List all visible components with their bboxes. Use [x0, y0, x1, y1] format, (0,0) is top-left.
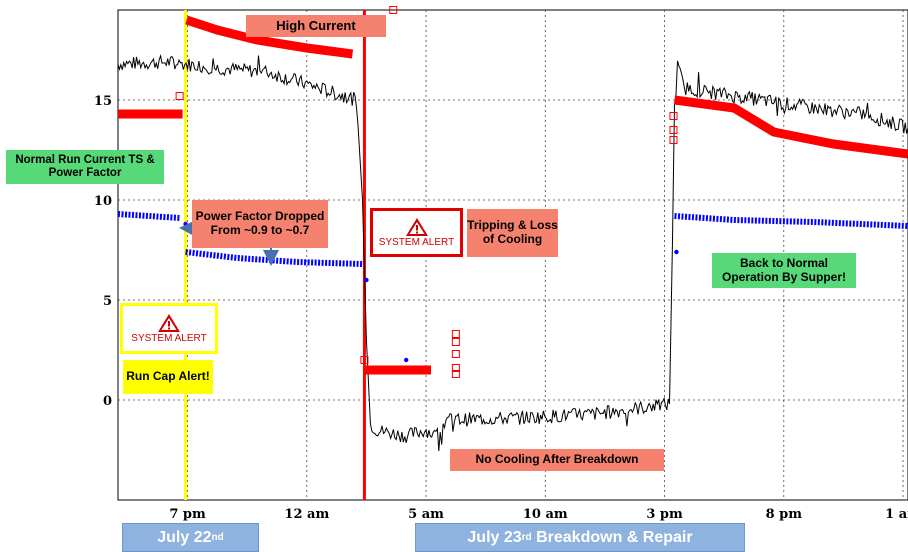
date-banner-july23-rest: Breakdown & Repair — [532, 529, 693, 547]
y-tick-label: 10 — [94, 194, 112, 209]
x-tick-label: 10 am — [523, 507, 568, 522]
series-blue-segment-1 — [186, 252, 363, 264]
normal-run-label: Normal Run Current TS & Power Factor — [6, 150, 164, 184]
open-square-marker — [452, 351, 459, 358]
series-blue-segment-2 — [675, 216, 908, 226]
series-blue-point — [364, 278, 368, 282]
run-cap-alert-label: Run Cap Alert! — [123, 360, 213, 394]
system-alert-box-runcap: SYSTEM ALERT — [120, 303, 218, 354]
open-square-marker — [176, 93, 183, 100]
y-tick-label: 0 — [103, 394, 112, 409]
series-blue-point — [404, 358, 408, 362]
warning-triangle-icon — [405, 217, 429, 237]
system-alert-text: SYSTEM ALERT — [379, 237, 454, 248]
open-square-marker — [670, 113, 677, 120]
x-tick-label: 7 pm — [169, 507, 206, 522]
date-banner-july22-text: July 22 — [157, 529, 211, 547]
series-blue-point — [183, 222, 187, 226]
x-tick-label: 5 am — [408, 507, 444, 522]
open-square-marker — [670, 127, 677, 134]
back-to-normal-label: Back to Normal Operation By Supper! — [712, 253, 856, 288]
system-alert-box-trip: SYSTEM ALERT — [370, 208, 463, 257]
date-banner-july23-text: July 23 — [467, 529, 521, 547]
x-tick-label: 12 am — [284, 507, 329, 522]
no-cooling-label: No Cooling After Breakdown — [450, 449, 664, 471]
tripping-label: Tripping & Loss of Cooling — [467, 209, 558, 257]
x-tick-label: 8 pm — [766, 507, 803, 522]
series-blue-segment-0 — [118, 214, 180, 218]
y-tick-label: 15 — [94, 94, 112, 109]
x-tick-label: 1 am — [885, 507, 908, 522]
high-current-label: High Current — [246, 15, 386, 37]
x-tick-label: 3 pm — [646, 507, 683, 522]
open-square-marker — [452, 331, 459, 338]
system-alert-text: SYSTEM ALERT — [131, 333, 206, 344]
date-banner-july23-sup: rd — [522, 532, 532, 543]
power-factor-label: Power Factor Dropped From ~0.9 to ~0.7 — [192, 200, 328, 248]
warning-triangle-icon — [157, 313, 181, 333]
series-blue-point — [674, 250, 678, 254]
open-square-marker — [452, 339, 459, 346]
y-tick-label: 5 — [103, 294, 112, 309]
date-banner-july22-sup: nd — [212, 532, 224, 543]
